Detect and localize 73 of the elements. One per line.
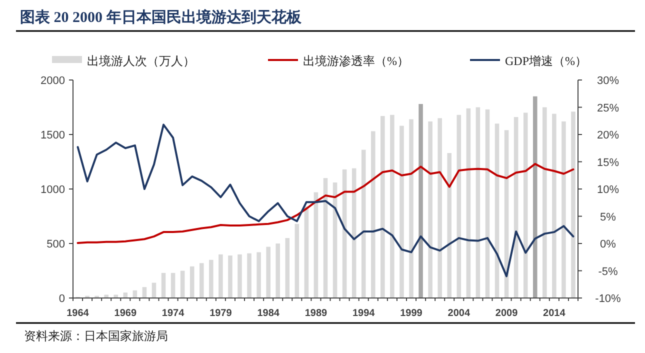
y-tick-label: 1000 <box>40 184 65 196</box>
x-tick-label: 1999 <box>400 308 423 319</box>
x-tick-label: 1979 <box>210 308 232 319</box>
chart-title: 图表 20 2000 年日本国民出境游达到天花板 <box>20 8 302 26</box>
bar <box>218 254 223 298</box>
y2-tick-label: -10% <box>595 293 622 305</box>
bar <box>542 107 547 298</box>
x-tick-label: 1964 <box>66 308 90 319</box>
bar <box>390 114 394 298</box>
x-tick-label: 1974 <box>162 308 185 319</box>
bar <box>418 104 423 298</box>
y2-tick-label: 30% <box>596 75 620 87</box>
bar <box>256 252 261 298</box>
x-tick-label: 1969 <box>114 308 137 319</box>
bar <box>238 254 242 298</box>
bar <box>532 96 538 298</box>
y-tick-label: 0 <box>58 293 65 305</box>
x-tick-label: 1984 <box>257 308 280 319</box>
bar <box>552 114 556 298</box>
bar <box>476 107 480 298</box>
y-tick-label: 1500 <box>40 130 65 142</box>
bar <box>142 287 147 298</box>
bar <box>447 153 452 298</box>
bar <box>438 118 442 298</box>
bar <box>562 121 566 298</box>
bar <box>161 272 166 298</box>
y2-tick-label: 10% <box>596 184 620 196</box>
legend-label: 出境游渗透率（%） <box>303 54 409 68</box>
y2-tick-label: 5% <box>600 211 616 224</box>
y2-tick-label: 20% <box>596 130 620 142</box>
line-series <box>76 162 574 244</box>
y2-tick-label: 25% <box>596 102 620 114</box>
x-tick-label: 2014 <box>543 308 566 319</box>
bar <box>371 131 376 298</box>
x-tick-label: 1994 <box>352 308 376 319</box>
bar <box>304 206 309 298</box>
bar <box>266 246 270 298</box>
y2-tick-label: 15% <box>596 156 620 169</box>
line-series <box>76 124 574 278</box>
x-tick-label: 1989 <box>304 308 328 319</box>
bar <box>247 253 252 298</box>
y2-tick-label: 0% <box>600 238 616 250</box>
y-tick-label: 500 <box>46 238 65 250</box>
y2-tick-label: -5% <box>598 266 618 278</box>
bar <box>199 263 204 298</box>
bar <box>314 192 318 298</box>
bar <box>523 112 528 298</box>
bar <box>466 108 471 298</box>
text: 资料来源：日本国家旅游局 <box>24 329 168 343</box>
bar <box>456 114 462 298</box>
bar <box>228 255 232 298</box>
bar <box>409 119 414 298</box>
bar <box>361 150 366 298</box>
legend-label: 出境游人次（万人） <box>87 54 195 68</box>
bar <box>276 244 280 298</box>
bar <box>152 282 156 298</box>
bar <box>380 116 385 298</box>
bar <box>209 260 214 298</box>
bar <box>170 272 176 298</box>
legend-label: GDP增速（%） <box>505 54 588 68</box>
x-tick-label: 2009 <box>495 308 518 319</box>
bar <box>104 294 108 298</box>
x-tick-label: 2004 <box>448 308 470 319</box>
bar <box>400 126 404 298</box>
bar <box>485 109 490 298</box>
y-tick-label: 2000 <box>40 75 65 87</box>
bar <box>571 112 576 298</box>
bar <box>294 224 300 298</box>
bar <box>428 121 432 298</box>
bar <box>190 266 194 298</box>
bar <box>114 294 118 298</box>
bar <box>285 238 290 298</box>
bar <box>180 270 185 298</box>
